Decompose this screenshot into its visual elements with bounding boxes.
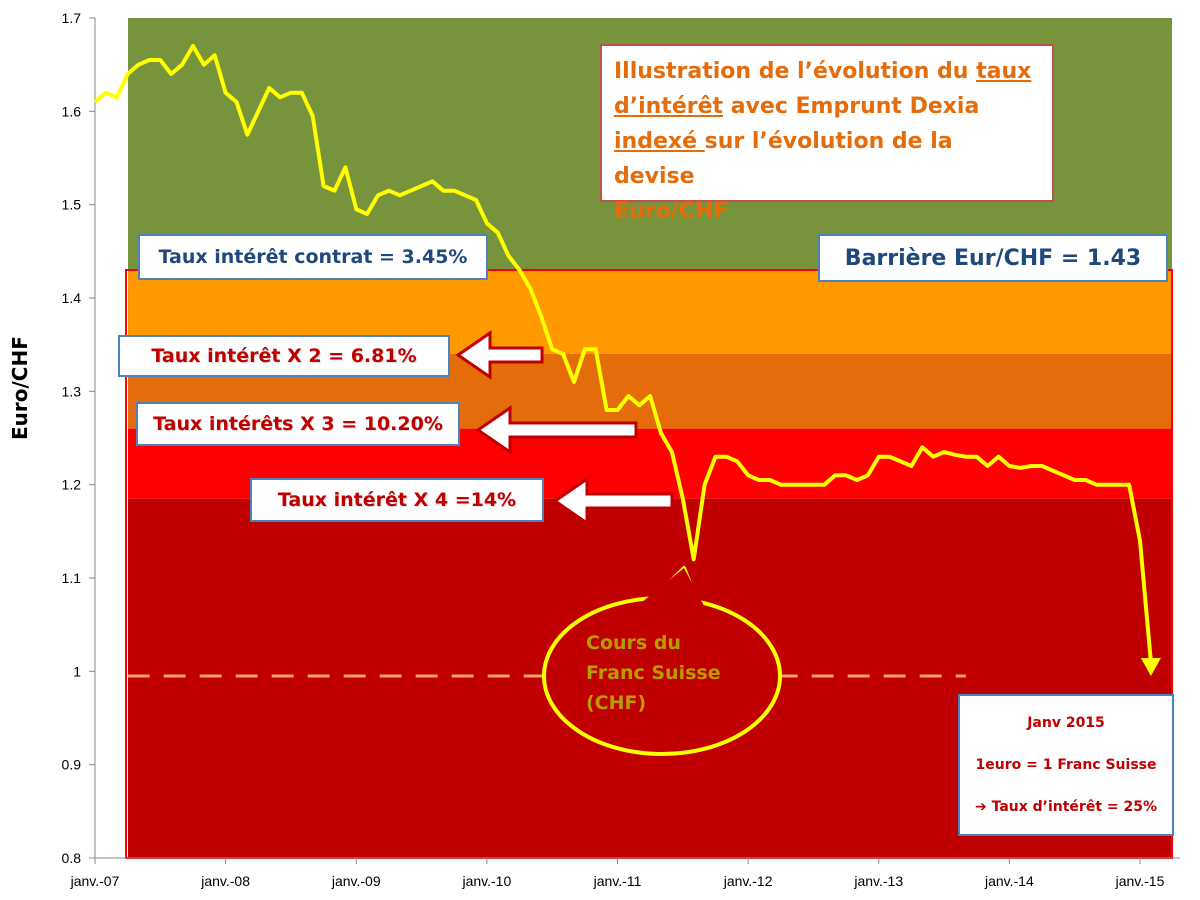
y-tick-label: 1.3 — [62, 383, 82, 399]
chart-title: Illustration de l’évolution du taux d’in… — [600, 44, 1054, 224]
y-axis-label: Euro/CHF — [8, 336, 32, 440]
y-tick-label: 0.9 — [62, 757, 82, 773]
y-tick-label: 1.5 — [62, 197, 82, 213]
y-tick-labels: 0.8 0.9 1 1.1 1.2 1.3 1.4 1.5 1.6 1.7 — [62, 10, 95, 866]
x-tick-label: janv.-07 — [70, 873, 120, 889]
y-tick-label: 1.4 — [62, 290, 82, 306]
callout-line-2: Franc Suisse — [586, 662, 721, 684]
y-tick-label: 1 — [73, 663, 81, 679]
x-tick-label: janv.-13 — [853, 873, 903, 889]
y-tick-label: 1.2 — [62, 477, 82, 493]
info-line-2: 1euro = 1 Franc Suisse — [975, 757, 1157, 773]
y-tick-label: 1.1 — [62, 570, 82, 586]
january-2015-info-box: Janv 2015 1euro = 1 Franc Suisse ➔ Taux … — [958, 694, 1174, 836]
title-part-6: sur l’évolution de la devise — [614, 129, 953, 189]
arrow-x3 — [475, 405, 638, 455]
chf-callout-text: Cours du Franc Suisse (CHF) — [560, 628, 786, 718]
arrow-x4 — [552, 476, 674, 526]
title-part-3: d’intérêt — [614, 94, 724, 119]
x-tick-label: janv.-12 — [723, 873, 773, 889]
rate-x3-label: Taux intérêts X 3 = 10.20% — [136, 402, 460, 446]
rate-x2-label: Taux intérêt X 2 = 6.81% — [118, 335, 450, 377]
january-2015-arrow — [1140, 658, 1161, 676]
chf-callout-bubble — [542, 566, 782, 756]
info-line-1: Janv 2015 — [1027, 715, 1105, 731]
title-part-2: taux — [976, 59, 1032, 84]
x-tick-label: janv.-08 — [200, 873, 250, 889]
arrow-x2 — [455, 330, 544, 380]
x-tick-label: janv.-10 — [461, 873, 511, 889]
y-tick-label: 0.8 — [62, 850, 82, 866]
title-part-5: indexé — [614, 129, 705, 154]
title-part-1: Illustration de l’évolution du — [614, 59, 977, 84]
x-tick-labels: janv.-07 janv.-08 janv.-09 janv.-10 janv.-11… — [70, 858, 1165, 889]
callout-pointer-fill — [630, 568, 704, 612]
callout-line-3: (CHF) — [586, 692, 647, 714]
rate-x4-label: Taux intérêt X 4 =14% — [250, 478, 544, 522]
x-tick-label: janv.-09 — [331, 873, 381, 889]
title-part-4: avec Emprunt Dexia — [723, 94, 980, 119]
barrier-label: Barrière Eur/CHF = 1.43 — [818, 234, 1168, 282]
series-line-euro-chf — [93, 44, 1153, 663]
y-tick-label: 1.6 — [62, 103, 82, 119]
contract-rate-label: Taux intérêt contrat = 3.45% — [138, 234, 488, 280]
x-tick-label: janv.-14 — [984, 873, 1034, 889]
x-tick-label: janv.-11 — [593, 873, 642, 889]
info-line-3: ➔ Taux d’intérêt = 25% — [974, 799, 1158, 815]
end-arrowhead — [1140, 658, 1161, 676]
title-part-7: Euro/CHF — [614, 199, 729, 224]
axes — [94, 18, 1180, 859]
x-tick-label: janv.-15 — [1115, 873, 1165, 889]
callout-line-1: Cours du — [586, 632, 681, 654]
y-tick-label: 1.7 — [62, 10, 82, 26]
annotation-arrows — [455, 330, 674, 526]
